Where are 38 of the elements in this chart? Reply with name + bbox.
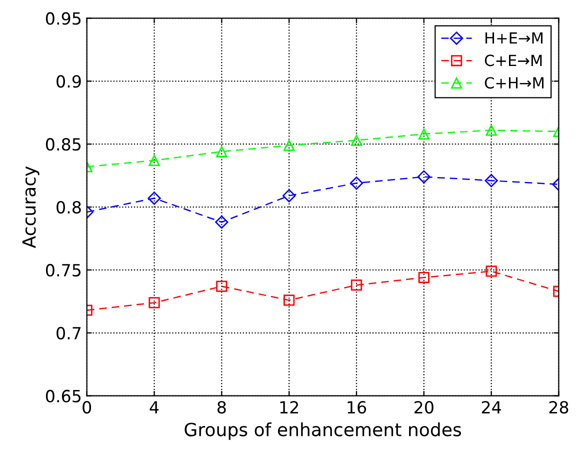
y-tick-label: 0.8 — [56, 200, 81, 214]
point — [215, 216, 228, 229]
point — [486, 124, 497, 136]
y-tick-label: 0.85 — [46, 138, 81, 151]
point — [284, 140, 295, 151]
point — [148, 154, 160, 166]
y-tick-label: 0.7 — [56, 326, 81, 340]
point — [418, 128, 430, 140]
point — [417, 170, 430, 184]
x-axis-title: Groups of enhancement nodes — [184, 422, 462, 440]
point — [148, 297, 160, 308]
y-tick-label: 0.95 — [46, 12, 81, 25]
x-tick-label: 28 — [549, 401, 568, 414]
x-tick-label: 20 — [414, 401, 434, 414]
legend-label: C+E→M — [484, 54, 542, 66]
x-tick-label: 24 — [482, 401, 501, 414]
x-tick-label: 12 — [280, 401, 298, 414]
y-tick-label: 0.65 — [46, 390, 81, 402]
point — [350, 134, 362, 146]
point — [350, 176, 364, 190]
legend-label: C+H→M — [484, 77, 544, 89]
point — [350, 280, 362, 291]
point — [216, 146, 228, 158]
x-tick-label: 0 — [82, 401, 92, 414]
x-tick-label: 16 — [348, 401, 366, 414]
y-tick-label: 0.75 — [46, 264, 81, 277]
x-tick-label: 8 — [218, 401, 226, 414]
legend-label: H+E→M — [486, 32, 542, 44]
point — [418, 272, 430, 284]
point — [284, 294, 295, 306]
point — [486, 266, 497, 277]
point — [282, 189, 296, 202]
y-tick-label: 0.9 — [56, 75, 81, 88]
point — [216, 280, 228, 292]
point — [148, 192, 161, 205]
point — [484, 174, 498, 188]
y-axis-title: Accuracy — [22, 166, 40, 248]
x-tick-label: 4 — [150, 401, 159, 414]
